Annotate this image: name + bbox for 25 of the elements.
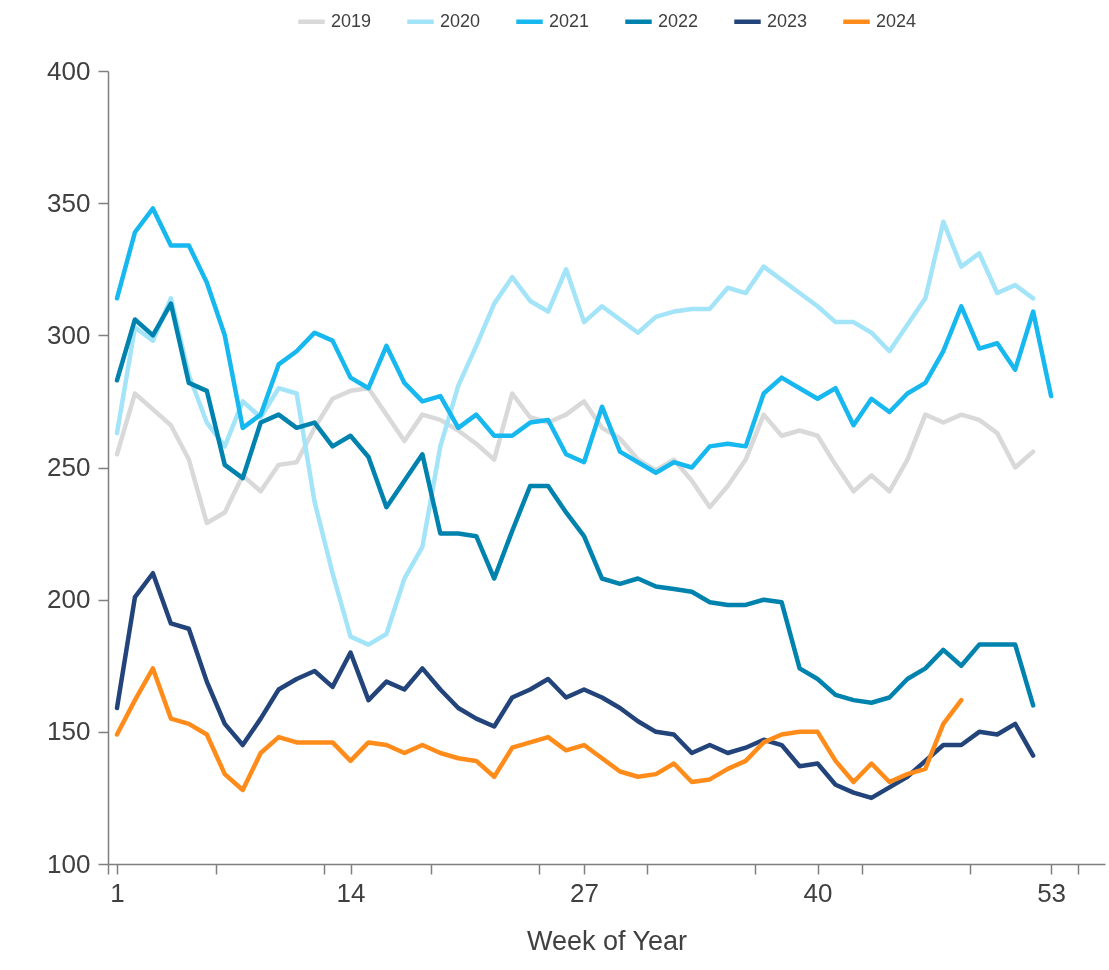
x-tick-label: 27 (570, 877, 600, 908)
x-tick-label: 14 (336, 877, 366, 908)
legend-label: 2019 (331, 10, 372, 31)
legend-label: 2023 (767, 10, 808, 31)
legend-label: 2021 (549, 10, 590, 31)
y-tick-label: 300 (47, 319, 91, 350)
line-series (114, 206, 1054, 476)
line-series (114, 666, 964, 793)
y-tick-label: 400 (47, 55, 91, 86)
line-series (114, 219, 1036, 647)
legend-label: 2024 (876, 10, 917, 31)
x-tick-label: 1 (110, 877, 125, 908)
y-tick-label: 150 (47, 716, 91, 747)
line-series (114, 385, 1036, 526)
line-series (114, 301, 1036, 708)
x-tick-label: 53 (1037, 877, 1067, 908)
y-tick-label: 250 (47, 452, 91, 482)
x-tick-label: 40 (803, 877, 833, 908)
y-tick-label: 200 (47, 584, 91, 615)
y-tick-label: 350 (47, 187, 91, 218)
line-series (114, 570, 1036, 801)
legend-label: 2022 (658, 10, 699, 31)
x-axis-title: Week of Year (526, 925, 688, 956)
legend-label: 2020 (440, 10, 481, 31)
y-tick-label: 100 (47, 848, 91, 879)
